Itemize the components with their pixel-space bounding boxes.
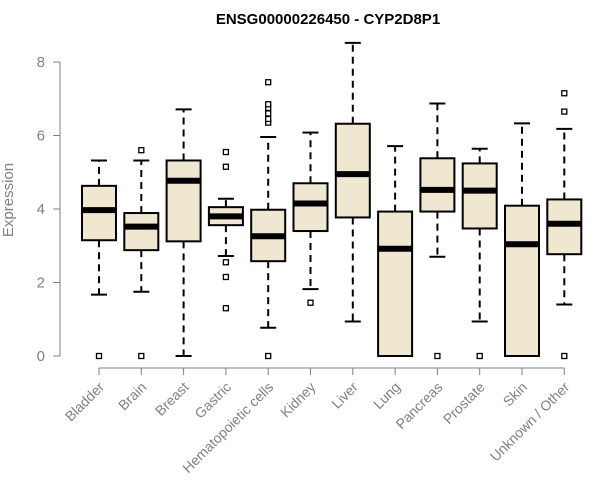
x-tick-label: Lung (370, 379, 403, 412)
outlier-point (265, 115, 272, 123)
outlier-point (222, 259, 230, 266)
x-tick-label: Liver (328, 379, 361, 412)
box-kidney (292, 131, 329, 306)
outlier-point (476, 352, 483, 360)
x-tick-label: Brain (115, 379, 149, 413)
iqr-box (292, 182, 329, 233)
box-pancreas (419, 102, 456, 360)
outlier-point (434, 352, 441, 360)
iqr-box (546, 198, 583, 256)
outlier-point (265, 79, 272, 86)
iqr-box (419, 157, 456, 213)
x-tick-label: Pancreas (392, 379, 445, 432)
outlier-point (95, 352, 103, 360)
outlier-point (138, 147, 145, 154)
box-unknown-other (546, 90, 583, 360)
iqr-box (504, 204, 540, 357)
x-tick-label: Bladder (62, 379, 108, 425)
box-prostate (461, 147, 498, 360)
box-gastric (207, 148, 244, 312)
outlier-point (222, 163, 230, 170)
y-tick-label: 8 (37, 54, 45, 71)
x-tick-label: Unknown / Other (487, 379, 573, 465)
y-tick-label: 6 (37, 128, 45, 145)
outlier-point (561, 352, 568, 360)
box-liver (334, 41, 371, 323)
iqr-box (165, 159, 202, 243)
y-axis-label: Expression (0, 163, 17, 237)
iqr-box (123, 212, 160, 252)
outlier-point (138, 352, 145, 360)
box-lung (377, 145, 414, 357)
y-tick-label: 0 (37, 348, 45, 365)
outlier-point (265, 110, 272, 117)
iqr-box (334, 122, 371, 219)
iqr-box (377, 210, 414, 357)
outlier-point (561, 90, 568, 97)
box-skin (504, 122, 540, 357)
chart-title: ENSG00000226450 - CYP2D8P1 (216, 11, 440, 28)
y-tick-label: 4 (37, 201, 45, 218)
x-tick-label: Breast (152, 379, 192, 419)
outlier-point (561, 108, 568, 115)
boxes-group (81, 41, 583, 360)
box-bladder (81, 159, 117, 360)
x-tick-label: Skin (500, 379, 531, 410)
y-tick-label: 2 (37, 275, 45, 292)
x-tick-label: Kidney (277, 379, 319, 421)
outlier-point (222, 305, 230, 312)
outlier-point (265, 352, 272, 360)
iqr-box (461, 162, 498, 230)
outlier-point (222, 148, 230, 156)
box-breast (165, 108, 202, 357)
outlier-point (222, 273, 230, 281)
outlier-point (307, 299, 314, 306)
y-axis: 0 2 4 6 8 (37, 54, 61, 365)
box-brain (123, 147, 160, 360)
x-tick-label: Prostate (440, 379, 488, 427)
outlier-point (265, 101, 272, 108)
box-hematopoietic-cells (250, 79, 287, 360)
